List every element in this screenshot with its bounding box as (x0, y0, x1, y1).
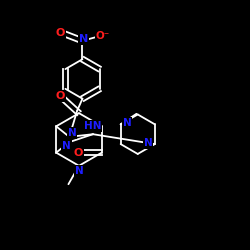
Text: N: N (123, 118, 132, 128)
Text: N: N (74, 166, 83, 176)
Text: O: O (73, 148, 83, 158)
Text: O: O (56, 91, 65, 101)
Text: N: N (68, 128, 76, 138)
Text: N: N (62, 141, 71, 151)
Text: HN: HN (84, 121, 101, 131)
Text: N: N (144, 138, 152, 148)
Text: O⁻: O⁻ (96, 31, 110, 41)
Text: N: N (79, 34, 88, 44)
Text: O: O (56, 28, 65, 38)
